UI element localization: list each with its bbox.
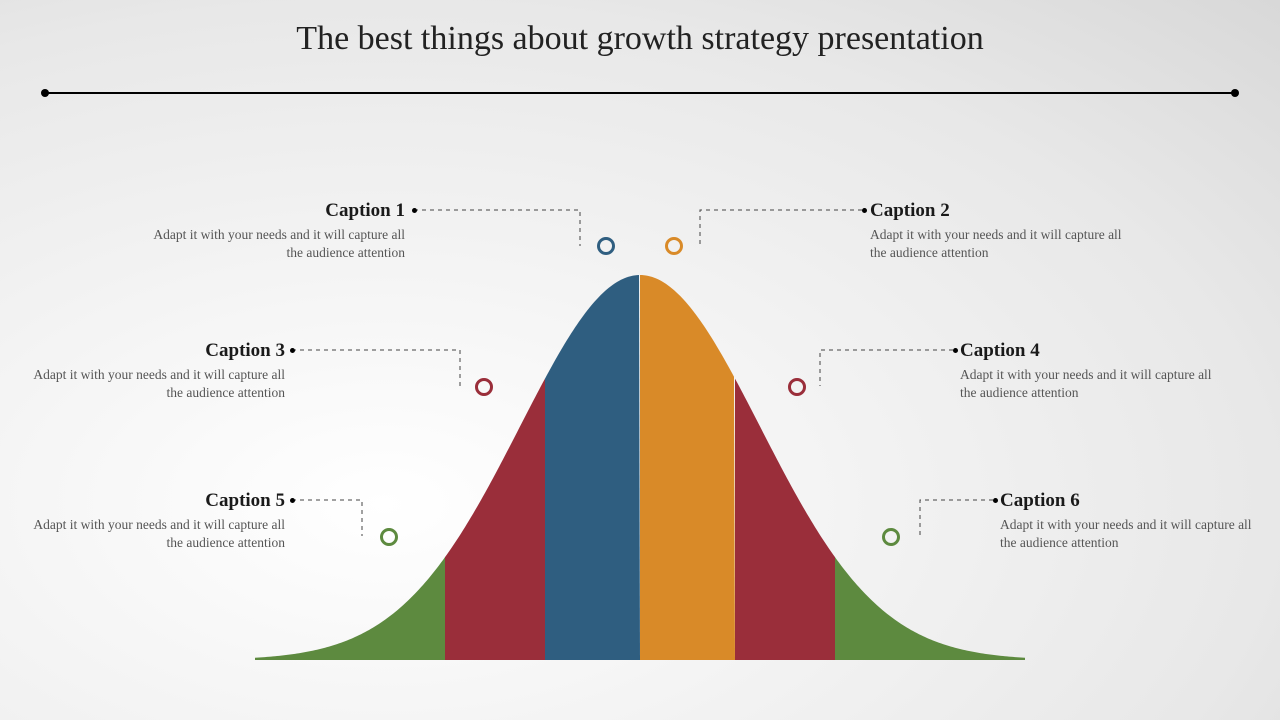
bell-slice-4	[735, 379, 835, 660]
caption-desc-6: Adapt it with your needs and it will cap…	[1000, 516, 1260, 552]
caption-block-3: Caption 3 Adapt it with your needs and it…	[25, 340, 285, 402]
caption-title-2: Caption 2	[870, 200, 1130, 222]
caption-desc-5: Adapt it with your needs and it will cap…	[25, 516, 285, 552]
leader-dot-5	[290, 498, 295, 503]
leader-dot-3	[290, 348, 295, 353]
caption-title-1: Caption 1	[145, 200, 405, 222]
bell-slice-0	[255, 557, 445, 660]
caption-block-2: Caption 2 Adapt it with your needs and it…	[870, 200, 1130, 262]
leader-dot-4	[953, 348, 958, 353]
leader-line-0	[414, 210, 580, 246]
caption-desc-4: Adapt it with your needs and it will cap…	[960, 366, 1220, 402]
caption-desc-3: Adapt it with your needs and it will cap…	[25, 366, 285, 402]
leader-dot-6	[993, 498, 998, 503]
bell-slice-2	[545, 275, 640, 660]
caption-title-3: Caption 3	[25, 340, 285, 362]
caption-desc-1: Adapt it with your needs and it will cap…	[145, 226, 405, 262]
bell-slice-5	[835, 557, 1025, 660]
ring-marker-2	[665, 237, 683, 255]
bell-slice-1	[445, 379, 545, 660]
leader-line-1	[700, 210, 862, 246]
ring-marker-6	[882, 528, 900, 546]
ring-marker-1	[597, 237, 615, 255]
bell-slice-3	[640, 275, 735, 660]
ring-marker-5	[380, 528, 398, 546]
caption-block-6: Caption 6 Adapt it with your needs and it…	[1000, 490, 1260, 552]
caption-block-4: Caption 4 Adapt it with your needs and it…	[960, 340, 1220, 402]
leader-line-5	[920, 500, 993, 536]
caption-title-6: Caption 6	[1000, 490, 1260, 512]
ring-marker-3	[475, 378, 493, 396]
leader-line-4	[292, 500, 362, 536]
leader-dot-2	[862, 208, 867, 213]
caption-desc-2: Adapt it with your needs and it will cap…	[870, 226, 1130, 262]
caption-title-4: Caption 4	[960, 340, 1220, 362]
leader-line-2	[292, 350, 460, 386]
caption-block-5: Caption 5 Adapt it with your needs and it…	[25, 490, 285, 552]
leader-line-3	[820, 350, 953, 386]
leader-dot-1	[412, 208, 417, 213]
caption-title-5: Caption 5	[25, 490, 285, 512]
ring-marker-4	[788, 378, 806, 396]
caption-block-1: Caption 1 Adapt it with your needs and it…	[145, 200, 405, 262]
